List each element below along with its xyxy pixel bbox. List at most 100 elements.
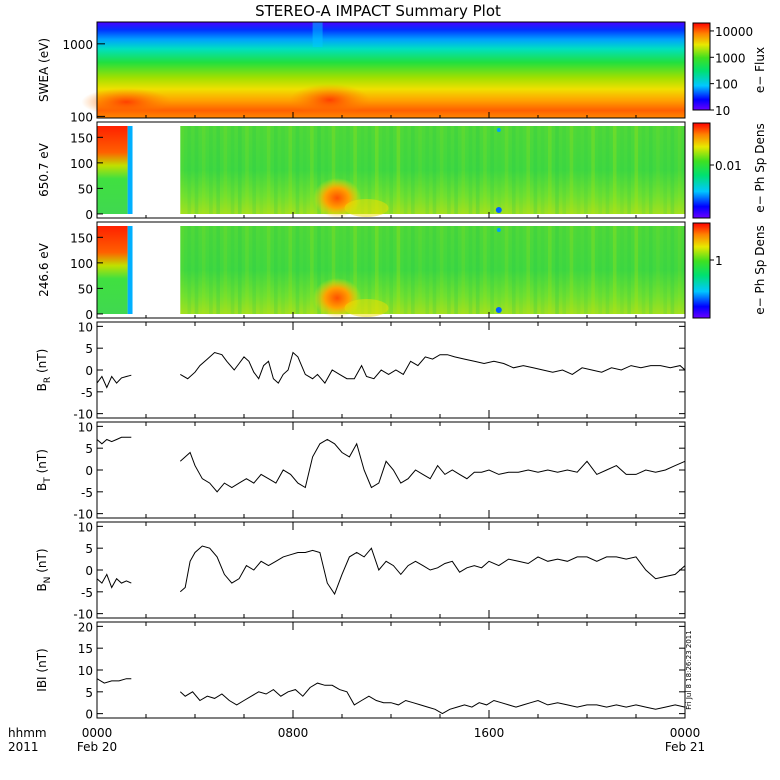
swea-hot-region [81, 88, 172, 116]
x-date-label: Feb 21 [665, 740, 705, 754]
pad-texture-stripe [483, 226, 487, 314]
y-tick-label: -5 [81, 386, 93, 400]
y-tick-label: 5 [85, 686, 93, 700]
pad-texture-stripe [605, 226, 610, 314]
pad-texture-stripe [223, 226, 228, 314]
pad-texture-stripe [526, 226, 530, 314]
y-tick-label: 0 [85, 364, 93, 378]
pad-texture-stripe [656, 126, 660, 214]
colorbar-tick-label: 10000 [715, 25, 753, 39]
y-axis-label: IBI (nT) [35, 648, 49, 691]
y-tick-label: 50 [78, 182, 93, 196]
pad-texture-stripe [468, 126, 473, 214]
pad-texture-stripe [396, 126, 401, 214]
Bmag-series-line [96, 678, 132, 684]
pad-texture-stripe [382, 226, 386, 314]
y-tick-label: 5 [85, 442, 93, 456]
BN-frame [96, 521, 686, 619]
pad-texture-stripe [360, 226, 365, 314]
pad-texture-stripe [389, 226, 393, 314]
pad-texture-stripe [411, 226, 415, 314]
y-tick-label: 150 [70, 131, 93, 145]
pad-yellow-region [344, 299, 389, 317]
pad-texture-stripe [374, 226, 379, 314]
x-tick-label: 0000 [82, 726, 113, 740]
pad-blue-spot [496, 128, 501, 132]
generation-timestamp: Fri Jul 8 18:26:23 2011 [685, 630, 693, 709]
pad-texture-stripe [317, 226, 321, 314]
pad-texture-stripe [454, 126, 458, 214]
pad-texture-stripe [403, 126, 408, 214]
pad-texture-stripe [317, 126, 321, 214]
pad-texture-stripe [259, 226, 264, 314]
pad-texture-stripe [353, 226, 357, 314]
Bmag-panel: IBI (nT) [35, 621, 686, 719]
pad-texture-stripe [288, 226, 293, 314]
y-tick-label: 50 [78, 282, 93, 296]
pad-texture-stripe [360, 126, 365, 214]
pad-texture-stripe [201, 226, 206, 314]
pad-texture-stripe [346, 126, 350, 214]
pad-texture-stripe [533, 226, 538, 314]
pad-texture-stripe [598, 126, 603, 214]
pad-texture-stripe [310, 126, 314, 214]
BT-series-line [96, 436, 132, 445]
pad-texture-stripe [648, 226, 653, 314]
y-label-main: B [35, 383, 49, 391]
pad-texture-stripe [627, 226, 631, 314]
Bmag-series-line [179, 682, 686, 715]
x-tick-label: 0800 [278, 726, 309, 740]
BR-frame [96, 321, 686, 419]
pad-texture-stripe [194, 226, 199, 314]
pad-texture-stripe [396, 226, 401, 314]
swea-spectrogram [97, 22, 685, 118]
pad-texture-stripe [331, 126, 336, 214]
pad-main-segment [180, 226, 686, 314]
colorbar-tick-label: 1 [715, 254, 723, 268]
pad-texture-stripe [497, 126, 502, 214]
y-axis-label: BT (nT) [35, 449, 53, 491]
pad-texture-stripe [504, 226, 509, 314]
pad-texture-stripe [194, 126, 199, 214]
y-label-unit: (nT) [35, 349, 49, 377]
time-format-label: hhmm [8, 726, 47, 740]
pad-texture-stripe [461, 226, 466, 314]
y-tick-label: 100 [70, 157, 93, 171]
pad-texture-stripe [569, 226, 574, 314]
pad-texture-stripe [591, 226, 595, 314]
pad-texture-stripe [511, 126, 516, 214]
pad-texture-stripe [576, 226, 581, 314]
pad-blue-spot [496, 228, 501, 232]
pad-texture-stripe [504, 126, 509, 214]
pad-texture-stripe [475, 126, 480, 214]
pad-texture-stripe [447, 226, 451, 314]
pad-texture-stripe [274, 226, 278, 314]
pad-texture-stripe [483, 126, 487, 214]
colorbar [692, 222, 711, 319]
pad-texture-stripe [605, 126, 610, 214]
pad-texture-stripe [663, 126, 667, 214]
pad-texture-stripe [223, 126, 228, 214]
pad-texture-stripe [201, 126, 206, 214]
pad-texture-stripe [584, 126, 588, 214]
colorbar-label: e− Ph Sp Dens [753, 225, 767, 314]
pad-texture-stripe [677, 226, 682, 314]
y-tick-label: 20 [78, 620, 93, 634]
pad-texture-stripe [411, 126, 415, 214]
pad-texture-stripe [389, 126, 393, 214]
pad-texture-stripe [548, 226, 552, 314]
pad-early-segment [97, 126, 128, 214]
y-tick-label: 0 [85, 564, 93, 578]
pad-texture-stripe [382, 126, 386, 214]
pad-texture-stripe [648, 126, 653, 214]
pad-texture-stripe [216, 226, 220, 314]
y-label-unit: (nT) [35, 548, 49, 576]
pad-texture-stripe [475, 226, 480, 314]
pad-texture-stripe [490, 126, 494, 214]
pad-texture-stripe [627, 126, 631, 214]
colorbar-label: e− Flux [753, 47, 767, 93]
pad-texture-stripe [490, 226, 494, 314]
pad-texture-stripe [656, 226, 660, 314]
pad-texture-stripe [584, 226, 588, 314]
y-label-subscript: N [43, 577, 53, 584]
